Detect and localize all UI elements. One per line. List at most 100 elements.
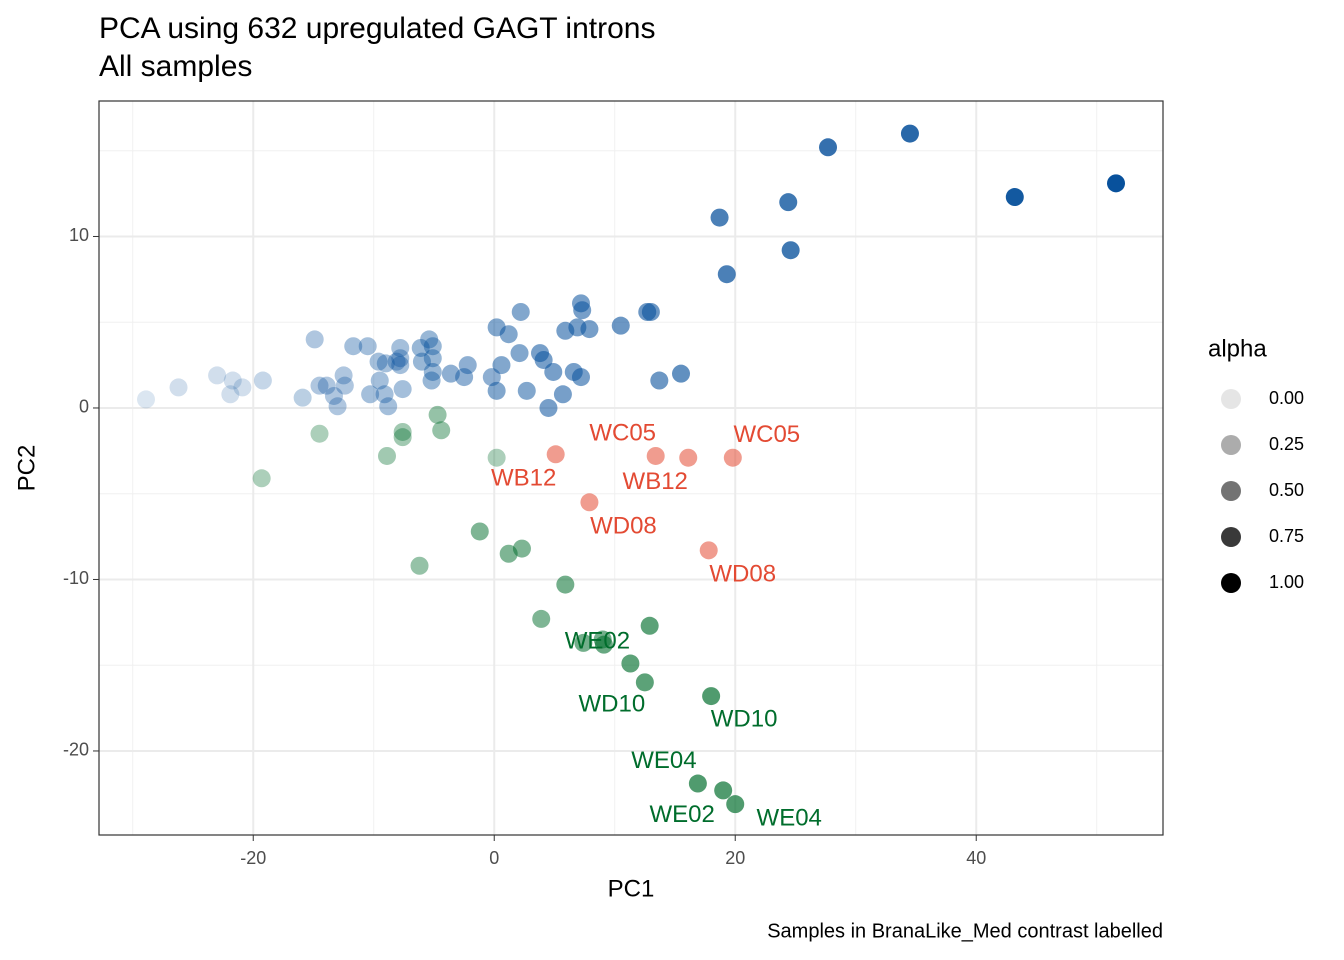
point — [420, 330, 439, 349]
point — [370, 371, 389, 390]
data-label: WB12 — [623, 468, 688, 495]
point — [1107, 174, 1126, 193]
point — [710, 208, 729, 227]
point — [305, 330, 324, 349]
plot-border — [98, 100, 1164, 836]
point — [423, 337, 442, 356]
point — [672, 364, 691, 383]
data-label: WC05 — [589, 419, 656, 446]
point — [369, 352, 388, 371]
data-label: WD10 — [579, 691, 646, 718]
data-label: WD08 — [709, 561, 776, 588]
point — [499, 325, 518, 344]
point — [441, 364, 460, 383]
point — [635, 673, 654, 692]
y-tick-label: -20 — [63, 740, 89, 760]
point — [714, 781, 733, 800]
point — [556, 575, 575, 594]
point — [393, 380, 412, 399]
legend-label: 0.50 — [1269, 480, 1304, 500]
point — [410, 556, 429, 575]
point — [726, 795, 745, 814]
point — [699, 541, 718, 560]
point — [423, 349, 442, 368]
chart-title: PCA using 632 upregulated GAGT introns — [99, 12, 655, 45]
point — [344, 337, 363, 356]
legend-key — [1221, 527, 1241, 547]
data-label: WE02 — [565, 627, 630, 654]
point — [252, 469, 271, 488]
point — [580, 320, 599, 339]
data-label: WE02 — [650, 801, 715, 828]
point — [900, 124, 919, 143]
legend-key — [1221, 573, 1241, 593]
point — [641, 302, 660, 321]
point — [482, 368, 501, 387]
point — [377, 446, 396, 465]
x-tick-label: 20 — [725, 848, 745, 868]
point — [1005, 188, 1024, 207]
point — [233, 378, 252, 397]
point — [221, 385, 240, 404]
point — [422, 371, 441, 390]
data-label: WD10 — [711, 705, 778, 732]
y-axis-title: PC2 — [13, 445, 40, 492]
point — [293, 388, 312, 407]
point — [517, 381, 536, 400]
point — [375, 385, 394, 404]
point — [580, 493, 599, 512]
point — [432, 421, 451, 440]
point — [621, 654, 640, 673]
point — [539, 398, 558, 417]
point — [679, 448, 698, 467]
point — [702, 687, 721, 706]
point — [512, 539, 531, 558]
point — [487, 381, 506, 400]
data-label: WB12 — [491, 465, 556, 492]
point — [470, 522, 489, 541]
point — [717, 265, 736, 284]
point — [487, 448, 506, 467]
y-tick-label: -10 — [63, 568, 89, 588]
point — [376, 354, 395, 373]
data-label: WD08 — [590, 513, 657, 540]
chart-subtitle: All samples — [99, 50, 252, 83]
x-axis-title: PC1 — [608, 875, 655, 902]
point — [534, 350, 553, 369]
point — [358, 337, 377, 356]
legend-label: 0.25 — [1269, 434, 1304, 454]
point — [779, 193, 798, 212]
point — [208, 366, 227, 385]
point — [492, 356, 511, 375]
caption: Samples in BranaLike_Med contrast labell… — [767, 920, 1163, 942]
point — [511, 302, 530, 321]
point — [393, 428, 412, 447]
x-tick-label: 0 — [489, 848, 499, 868]
point — [688, 774, 707, 793]
legend-title: alpha — [1208, 335, 1267, 362]
point — [455, 368, 474, 387]
point — [411, 338, 430, 357]
point — [544, 362, 563, 381]
point — [324, 386, 343, 405]
point — [387, 352, 406, 371]
point — [574, 633, 593, 652]
data-label: WE04 — [631, 747, 696, 774]
point — [310, 424, 329, 443]
point — [553, 385, 572, 404]
point — [594, 635, 613, 654]
point — [223, 371, 242, 390]
point — [650, 371, 669, 390]
point — [317, 376, 336, 395]
point — [723, 448, 742, 467]
point — [532, 609, 551, 628]
point — [573, 301, 592, 320]
point — [334, 366, 353, 385]
point — [412, 352, 431, 371]
point — [253, 371, 272, 390]
point — [391, 356, 410, 375]
point — [169, 378, 188, 397]
legend-key — [1221, 481, 1241, 501]
point — [393, 422, 412, 441]
